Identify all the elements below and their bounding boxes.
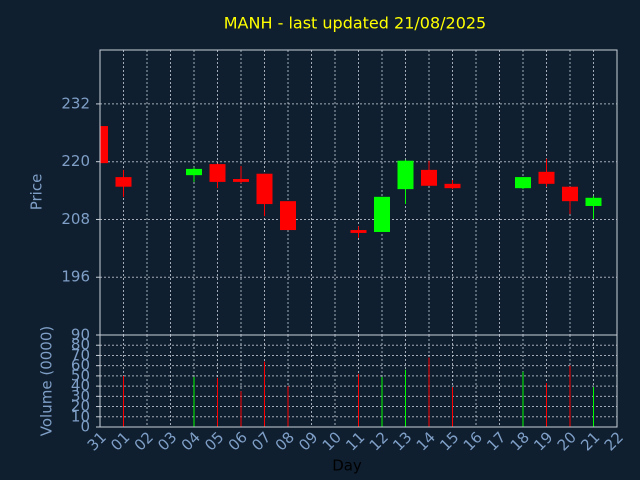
x-tick-label: 22 [601, 428, 627, 454]
volume-tick-label: 70 [71, 346, 90, 364]
x-tick-label: 09 [295, 428, 321, 454]
x-tick-label: 12 [366, 428, 392, 454]
candle-body [421, 169, 437, 186]
candle-body [538, 171, 555, 184]
x-tick-label: 04 [178, 428, 204, 454]
y-tick-label: 232 [61, 94, 90, 112]
candle-body [397, 160, 414, 190]
volume-tick-label: 50 [71, 366, 90, 384]
candle-body [186, 168, 202, 176]
volume-tick-label: 30 [71, 387, 90, 405]
x-tick-label: 16 [460, 428, 486, 454]
chart-title: MANH - last updated 21/08/2025 [224, 14, 486, 33]
candle-body [350, 230, 367, 233]
x-axis-label: Day [332, 457, 362, 475]
x-tick-label: 17 [483, 428, 509, 454]
x-tick-label: 21 [577, 428, 603, 454]
x-tick-label: 11 [342, 428, 368, 454]
volume-tick-label: 10 [71, 407, 90, 425]
x-tick-label: 13 [389, 428, 415, 454]
volume-frame [99, 334, 618, 428]
volume-tick-label: 40 [71, 377, 90, 395]
grid [99, 50, 618, 428]
candle-body [374, 196, 390, 232]
x-tick-label: 10 [319, 428, 345, 454]
volume-tick-label: 60 [71, 356, 90, 374]
candle-body [233, 179, 249, 182]
x-tick-label: 14 [413, 428, 439, 454]
y-tick-label: 196 [61, 268, 90, 286]
candle-body [562, 186, 578, 202]
x-tick-label: 08 [272, 428, 298, 454]
candle-body [515, 177, 531, 189]
volume-tick-label: 80 [71, 336, 90, 354]
x-tick-label: 05 [201, 428, 227, 454]
price-frame [99, 49, 618, 336]
candle-body [280, 201, 296, 231]
volume-panel [123, 357, 594, 427]
volume-axis-label: Volume (0000) [38, 326, 56, 436]
tick-labels: 1962082202320102030405060708090310102030… [61, 94, 627, 454]
x-tick-label: 06 [225, 428, 251, 454]
x-tick-label: 18 [507, 428, 533, 454]
x-tick-label: 02 [131, 428, 157, 454]
candle-body [444, 183, 461, 189]
candle-body [585, 197, 602, 206]
candle-body [100, 126, 108, 164]
candle-body [115, 177, 132, 187]
y-axis-label: Price [28, 174, 46, 211]
y-tick-label: 208 [61, 210, 90, 228]
x-tick-label: 03 [154, 428, 180, 454]
x-tick-label: 01 [107, 428, 133, 454]
x-tick-label: 07 [248, 428, 274, 454]
x-tick-label: 19 [530, 428, 556, 454]
y-tick-label: 220 [61, 152, 90, 170]
x-tick-label: 20 [554, 428, 580, 454]
volume-tick-label: 20 [71, 397, 90, 415]
candle-body [256, 173, 273, 205]
volume-tick-label: 90 [71, 326, 90, 344]
price-panel [100, 126, 602, 238]
candle-body [209, 164, 226, 182]
x-tick-label: 15 [436, 428, 462, 454]
volume-tick-label: 0 [80, 418, 90, 436]
